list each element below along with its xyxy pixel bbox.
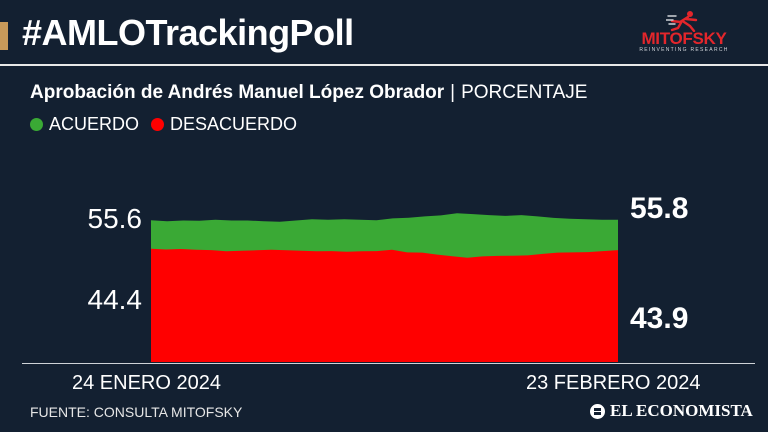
- subtitle-separator: |: [450, 82, 456, 103]
- legend-item-desacuerdo: DESACUERDO: [151, 114, 297, 135]
- legend-label-desacuerdo: DESACUERDO: [170, 114, 298, 134]
- el-economista-logo: EL ECONOMISTA: [590, 401, 753, 421]
- header-accent-bar: [0, 22, 8, 50]
- el-economista-icon: [590, 403, 605, 419]
- runner-icon: [666, 11, 698, 32]
- area-desacuerdo: [151, 248, 618, 362]
- logo-tagline: REINVENTING RESEARCH: [639, 47, 729, 53]
- end-label-desacuerdo: 43.9: [630, 302, 688, 335]
- page-title: #AMLOTrackingPoll: [22, 12, 354, 53]
- mitofsky-logo: MITOFSKY REINVENTING RESEARCH: [622, 10, 746, 58]
- x-axis-start-label: 24 ENERO 2024: [72, 372, 221, 394]
- legend-item-acuerdo: ACUERDO: [30, 114, 139, 135]
- source-note: FUENTE: CONSULTA MITOFSKY: [30, 404, 243, 420]
- chart-subtitle: Aprobación de Andrés Manuel López Obrado…: [30, 82, 587, 104]
- legend-dot-acuerdo: [30, 118, 43, 131]
- logo-name: MITOFSKY: [641, 29, 727, 48]
- header-divider: [0, 64, 768, 66]
- legend-dot-desacuerdo: [151, 118, 165, 131]
- subtitle-unit: PORCENTAJE: [461, 82, 588, 103]
- x-axis-baseline: [22, 363, 755, 364]
- brand-name: EL ECONOMISTA: [610, 401, 753, 420]
- x-axis-end-label: 23 FEBRERO 2024: [526, 372, 701, 394]
- legend-label-acuerdo: ACUERDO: [49, 114, 140, 134]
- end-label-acuerdo: 55.8: [630, 192, 688, 225]
- subtitle-main: Aprobación de Andrés Manuel López Obrado…: [30, 82, 445, 103]
- start-label-acuerdo: 55.6: [88, 203, 143, 234]
- chart-legend: ACUERDO DESACUERDO: [30, 114, 309, 135]
- start-label-desacuerdo: 44.4: [88, 284, 143, 315]
